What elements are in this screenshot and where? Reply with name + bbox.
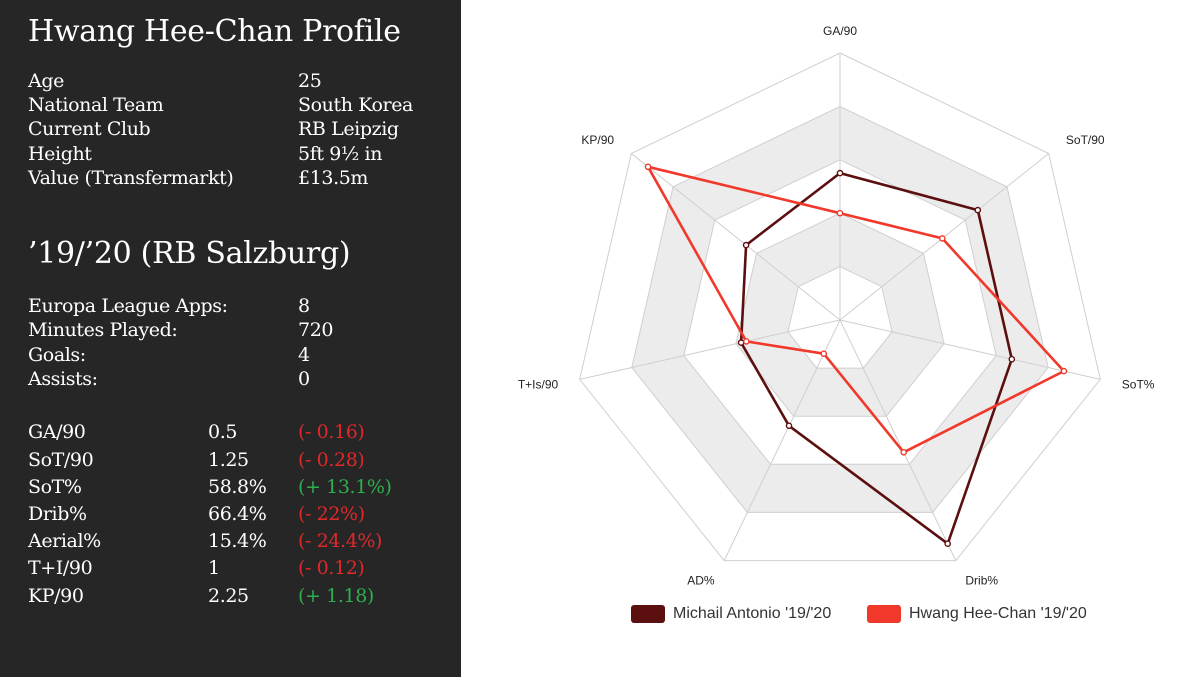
stat-value: 0.5	[208, 421, 238, 443]
stat-diff: (- 22%)	[298, 503, 365, 525]
radar-series-line	[646, 165, 1066, 454]
radar-spoke	[630, 153, 841, 321]
radar-axis-label: GA/90	[823, 24, 857, 38]
stat-diff: (- 0.28)	[298, 449, 365, 471]
legend-label-antonio: Michail Antonio '19/'20	[673, 605, 832, 622]
legend-item-antonio: Michail Antonio '19/'20	[631, 605, 831, 623]
profile-label-height: Height	[28, 143, 92, 165]
radar-axis-label: SoT/90	[1066, 133, 1105, 147]
stat-value: 1.25	[208, 449, 249, 471]
radar-point	[742, 241, 750, 249]
profile-value-height: 5ft 9½ in	[298, 143, 383, 165]
radar-point	[836, 169, 844, 177]
radar-point	[974, 206, 982, 214]
radar-axis-label: AD%	[687, 573, 715, 587]
legend-swatch-antonio	[631, 605, 665, 623]
radar-point	[1060, 367, 1068, 375]
radar-point	[742, 338, 750, 345]
radar-chart: GA/90 SoT/90 SoT% Drib% AD% T+Is/90 KP/90	[518, 24, 1155, 587]
stat-value: 66.4%	[208, 503, 267, 525]
radar-point	[737, 339, 745, 346]
season-value-minutes: 720	[298, 319, 334, 341]
season-label-goals: Goals:	[28, 344, 86, 366]
radar-point	[785, 422, 793, 430]
profile-label-value: Value (Transfermarkt)	[28, 167, 234, 189]
profile-label-age: Age	[28, 70, 64, 92]
radar-point	[944, 540, 952, 548]
radar-point	[938, 235, 946, 242]
stat-label: Drib%	[28, 503, 87, 525]
legend-swatch-hwang	[867, 605, 901, 623]
stat-label: KP/90	[28, 585, 84, 607]
radar-spoke	[579, 319, 841, 380]
profile-value-value: £13.5m	[298, 167, 369, 189]
profile-label-current-club: Current Club	[28, 118, 151, 140]
profile-title: Hwang Hee-Chan Profile	[28, 14, 401, 49]
legend-item-hwang: Hwang Hee-Chan '19/'20	[867, 605, 1087, 623]
radar-point	[900, 448, 908, 456]
profile-value-current-club: RB Leipzig	[298, 118, 399, 140]
season-label-assists: Assists:	[28, 368, 98, 390]
legend-label-hwang: Hwang Hee-Chan '19/'20	[909, 605, 1087, 622]
radar-point	[644, 163, 652, 171]
radar-axis-label: T+Is/90	[518, 377, 559, 391]
profile-value-age: 25	[298, 70, 322, 92]
season-title: ’19/’20 (RB Salzburg)	[28, 236, 351, 271]
season-label-minutes: Minutes Played:	[28, 319, 178, 341]
stat-diff: (- 24.4%)	[298, 530, 383, 552]
radar-spoke	[723, 319, 841, 561]
radar-axis-label: Drib%	[965, 573, 998, 587]
stat-label: SoT%	[28, 476, 82, 498]
stat-diff: (+ 13.1%)	[298, 476, 392, 498]
radar-axis-label: SoT%	[1122, 377, 1155, 391]
stat-value: 15.4%	[208, 530, 267, 552]
season-value-assists: 0	[298, 368, 310, 390]
radar-point	[820, 350, 828, 358]
radar-spoke	[839, 319, 957, 561]
season-value-goals: 4	[298, 344, 310, 366]
radar-spoke	[839, 319, 1101, 380]
stat-diff: (- 0.16)	[298, 421, 365, 443]
stat-label: Aerial%	[28, 530, 101, 552]
season-label-apps: Europa League Apps:	[28, 295, 228, 317]
season-value-apps: 8	[298, 295, 310, 317]
profile-value-national-team: South Korea	[298, 94, 413, 116]
radar-point	[836, 209, 844, 217]
stat-value: 1	[208, 557, 220, 579]
radar-chart-area: GA/90 SoT/90 SoT% Drib% AD% T+Is/90 KP/90 Mich…	[461, 0, 1200, 677]
stat-diff: (+ 1.18)	[298, 585, 374, 607]
radar-point	[1008, 355, 1016, 363]
stat-value: 58.8%	[208, 476, 267, 498]
stat-label: GA/90	[28, 421, 86, 443]
stat-diff: (- 0.12)	[298, 557, 365, 579]
profile-label-national-team: National Team	[28, 94, 164, 116]
radar-series-line	[739, 171, 1014, 546]
profile-panel: Hwang Hee-Chan Profile Age 25 National T…	[0, 0, 461, 677]
stat-value: 2.25	[208, 585, 249, 607]
stat-label: SoT/90	[28, 449, 94, 471]
radar-axis-label: KP/90	[581, 133, 614, 147]
stat-label: T+I/90	[28, 557, 93, 579]
